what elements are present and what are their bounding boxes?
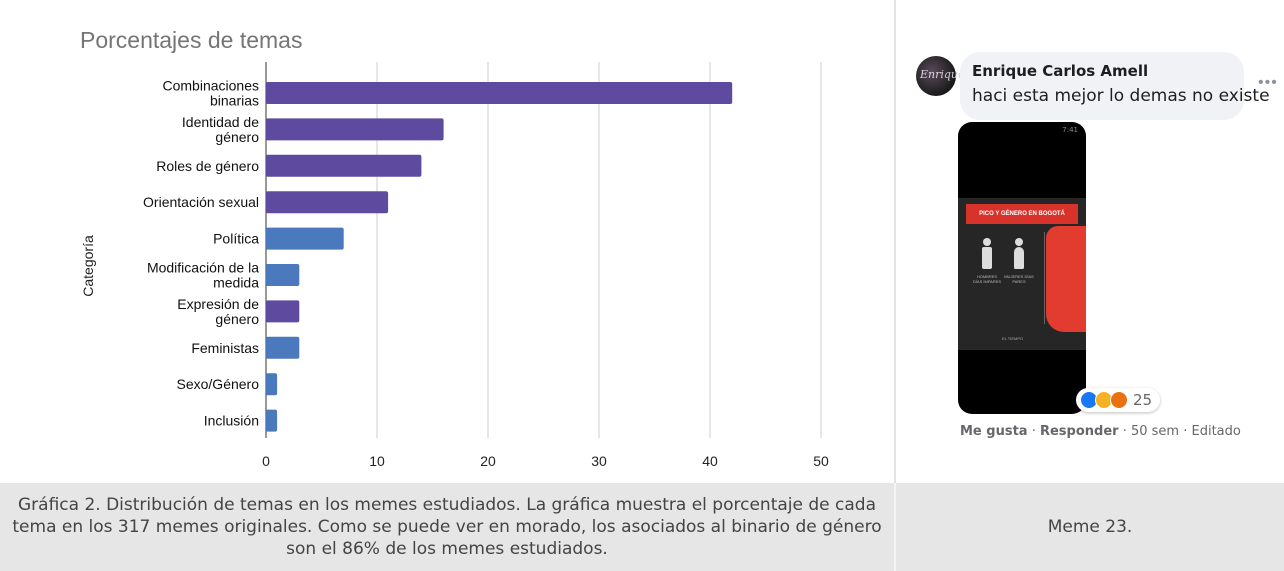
category-label: género <box>215 311 259 327</box>
chart-panel: Porcentajes de temas Categoría Combinaci… <box>80 27 829 469</box>
poster-red-shape <box>1046 226 1086 332</box>
chart-caption-text: Gráfica 2. Distribución de temas en los … <box>12 495 882 559</box>
poster-footer: EL TIEMPO <box>1002 336 1024 341</box>
separator: · <box>1027 424 1040 439</box>
category-label: binarias <box>210 93 259 109</box>
bar-4 <box>266 227 344 250</box>
avatar-text: Enrique <box>920 68 965 81</box>
avatar[interactable]: Enrique <box>916 56 965 96</box>
x-tick-label: 20 <box>480 453 496 469</box>
chart-caption: Gráfica 2. Distribución de temas en los … <box>0 483 894 571</box>
poster-caption-right: MUJERES DÍAS PARES <box>1004 274 1034 284</box>
bar-6 <box>266 300 300 323</box>
comment-time[interactable]: 50 sem <box>1130 424 1180 439</box>
x-tick-labels: 0 10 20 30 40 50 <box>262 453 829 469</box>
category-label: Feministas <box>191 340 259 356</box>
meme-panel: Enrique Enrique Carlos Amell haci esta m… <box>894 0 1284 483</box>
angry-reaction-icon <box>1110 391 1128 409</box>
poster: PICO Y GÉNERO EN BOGOTÁ HOMBRES DÍAS IMP… <box>958 198 1086 350</box>
comment-bubble: Enrique Carlos Amell haci esta mejor lo … <box>960 52 1270 120</box>
meme-caption-text: Meme 23. <box>1047 517 1133 537</box>
x-tick-label: 40 <box>702 453 718 469</box>
phone-status: 7:41 <box>1062 126 1078 134</box>
category-label: Inclusión <box>204 413 259 429</box>
chart-title: Porcentajes de temas <box>80 27 302 53</box>
meme-image[interactable]: 7:41 PICO Y GÉNERO EN BOGOTÁ HOMBRES DÍA… <box>958 122 1086 414</box>
bar-5 <box>266 264 300 286</box>
separator: · <box>1118 424 1131 439</box>
category-label: Sexo/Género <box>177 376 260 392</box>
reply-link[interactable]: Responder <box>1039 424 1119 439</box>
x-tick-label: 0 <box>262 453 270 469</box>
bar-8 <box>266 373 278 396</box>
poster-title: PICO Y GÉNERO EN BOGOTÁ <box>966 204 1078 224</box>
category-label: Orientación sexual <box>143 194 259 210</box>
bar-1 <box>266 118 444 141</box>
category-label: Política <box>213 231 259 247</box>
category-label: Modificación de la <box>147 260 259 276</box>
comment-author[interactable]: Enrique Carlos Amell <box>972 62 1149 80</box>
category-label: medida <box>213 275 259 291</box>
separator: · <box>1179 424 1192 439</box>
bar-9 <box>266 409 278 432</box>
category-label: género <box>215 129 259 145</box>
bar-chart: Porcentajes de temas Categoría Combinaci… <box>80 27 829 469</box>
reaction-count: 25 <box>1133 391 1153 409</box>
x-tick-label: 10 <box>369 453 385 469</box>
y-axis-label: Categoría <box>80 235 96 297</box>
bar-3 <box>266 191 389 214</box>
x-tick-label: 30 <box>591 453 607 469</box>
category-label: Combinaciones <box>163 78 260 94</box>
poster-caption-left: HOMBRES DÍAS IMPARES <box>972 274 1002 284</box>
comment-text: haci esta mejor lo demas no existe <box>972 86 1270 106</box>
bars <box>266 82 733 432</box>
poster-divider <box>1044 232 1045 324</box>
x-tick-label: 50 <box>813 453 829 469</box>
bar-2 <box>266 154 422 177</box>
man-figure-icon: HOMBRES DÍAS IMPARES <box>973 238 1001 284</box>
woman-figure-icon: MUJERES DÍAS PARES <box>1004 238 1034 284</box>
like-link[interactable]: Me gusta <box>960 424 1028 439</box>
category-label: Identidad de <box>182 114 259 130</box>
comment-actions: Me gusta · Responder · 50 sem · Editado <box>960 424 1241 439</box>
bar-7 <box>266 336 300 359</box>
edited-label: Editado <box>1191 424 1241 439</box>
bar-0 <box>266 82 733 104</box>
meme-caption: Meme 23. <box>894 483 1284 571</box>
category-label: Roles de género <box>156 158 259 174</box>
reactions-badge[interactable]: 25 <box>1076 388 1161 412</box>
ellipsis-icon[interactable]: ••• <box>1258 74 1278 91</box>
category-label: Expresión de <box>177 296 259 312</box>
